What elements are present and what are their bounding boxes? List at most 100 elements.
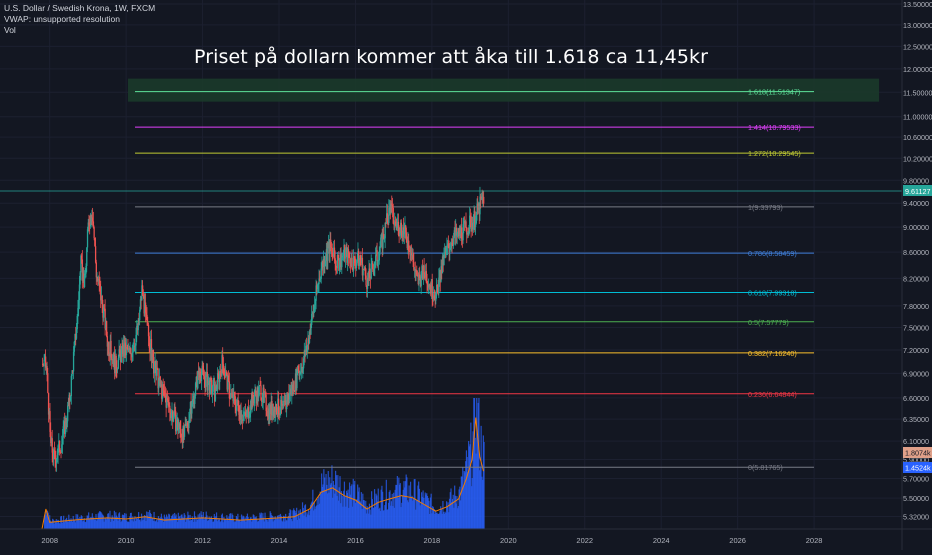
candle-body (454, 230, 456, 237)
vwap-legend[interactable]: VWAP: unsupported resolution (4, 14, 120, 24)
volume-bar (65, 518, 67, 529)
candle-body (266, 410, 268, 415)
candle-body (444, 252, 447, 254)
volume-bar (463, 470, 465, 529)
fibonacci-levels[interactable]: 0(5.81765) 0.236(6.64844) 0.382(7.16240) 0.… (135, 88, 814, 473)
candle-body (103, 308, 106, 310)
volume-bar (435, 512, 437, 529)
candle-body (237, 399, 239, 406)
volume-bar (188, 515, 190, 529)
candle-body (192, 395, 195, 400)
symbol-legend[interactable]: U.S. Dollar / Swedish Krona, 1W, FXCM (4, 3, 156, 13)
volume-bar (57, 519, 59, 529)
candle-body (428, 284, 430, 287)
volume-bar (158, 517, 160, 529)
volume-bar (159, 518, 161, 529)
candle-body (212, 384, 214, 392)
candle-body (424, 271, 427, 278)
candle-body (135, 334, 137, 346)
volume-bar (201, 517, 204, 529)
candle-body (211, 380, 213, 394)
volume-bar (308, 515, 310, 529)
volume-bar (376, 495, 378, 529)
candle-body (397, 221, 399, 224)
candle-body (408, 240, 410, 252)
volume-ma-label: 1.8074k (905, 449, 931, 458)
volume-bar (47, 512, 49, 529)
candle-body (432, 296, 434, 299)
candle-body (158, 380, 160, 389)
volume-bar (318, 503, 321, 529)
candle-body (333, 247, 336, 259)
candle-body (51, 438, 53, 453)
volume-bar (95, 514, 97, 529)
volume-bar (64, 520, 66, 529)
candle-body (44, 356, 46, 360)
candle-body (78, 300, 80, 308)
volume-bar (171, 516, 173, 529)
candle-body (355, 262, 357, 268)
volume-bar (349, 494, 351, 529)
candle-body (186, 422, 189, 427)
volume-bar (381, 485, 383, 529)
volume-bar (426, 493, 428, 529)
candle-body (352, 268, 354, 271)
candle-body (416, 274, 419, 276)
candle-body (119, 349, 121, 354)
candle-body (156, 368, 159, 369)
candle-body (257, 387, 259, 398)
volume-bar (80, 515, 82, 529)
volume-bar (476, 433, 479, 529)
target-highlight-band (128, 78, 880, 102)
volume-bar (406, 477, 408, 529)
candle-body (108, 342, 110, 354)
volume-bar (68, 519, 71, 529)
volume-bar (100, 512, 102, 529)
volume-bar (283, 516, 285, 529)
candle-body (335, 261, 337, 268)
candle-body (305, 345, 307, 356)
candle-body (250, 400, 252, 414)
candle-body (252, 398, 255, 404)
candle-body (450, 242, 453, 248)
volume-bar (443, 513, 445, 529)
volume-bar (217, 517, 219, 529)
volume-bar (286, 520, 288, 529)
candle-body (145, 312, 147, 315)
candle-body (278, 414, 281, 416)
candle-body (372, 263, 374, 270)
volume-legend[interactable]: Vol (4, 25, 16, 35)
volume-bar (230, 519, 232, 529)
candle-body (222, 364, 225, 375)
volume-bar (282, 515, 285, 529)
volume-bar (472, 431, 474, 529)
candle-body (321, 260, 323, 269)
candle-body (72, 351, 75, 372)
candle-body (163, 390, 165, 392)
candle-body (273, 406, 275, 417)
volume-bar (427, 498, 429, 529)
volume-bar (309, 510, 311, 529)
candle-body (480, 196, 483, 200)
candle-body (426, 282, 428, 285)
candle-body (464, 221, 466, 223)
candle-body (291, 384, 293, 395)
candle-body (262, 387, 264, 401)
price-tick-label: 12.00000 (903, 65, 932, 74)
candle-body (376, 250, 378, 262)
fib-label-0.236: 0.236(6.64844) (748, 390, 797, 399)
candle-body (96, 277, 98, 279)
candle-body (174, 410, 176, 412)
volume-bar (70, 518, 72, 529)
volume-bar (52, 518, 54, 529)
volume-bar (223, 516, 225, 529)
candle-body (90, 214, 92, 221)
volume-bar (87, 515, 89, 529)
volume-bar (89, 517, 91, 529)
volume-bar (294, 511, 296, 529)
volume-bar (229, 513, 231, 529)
volume-bar (287, 517, 289, 529)
